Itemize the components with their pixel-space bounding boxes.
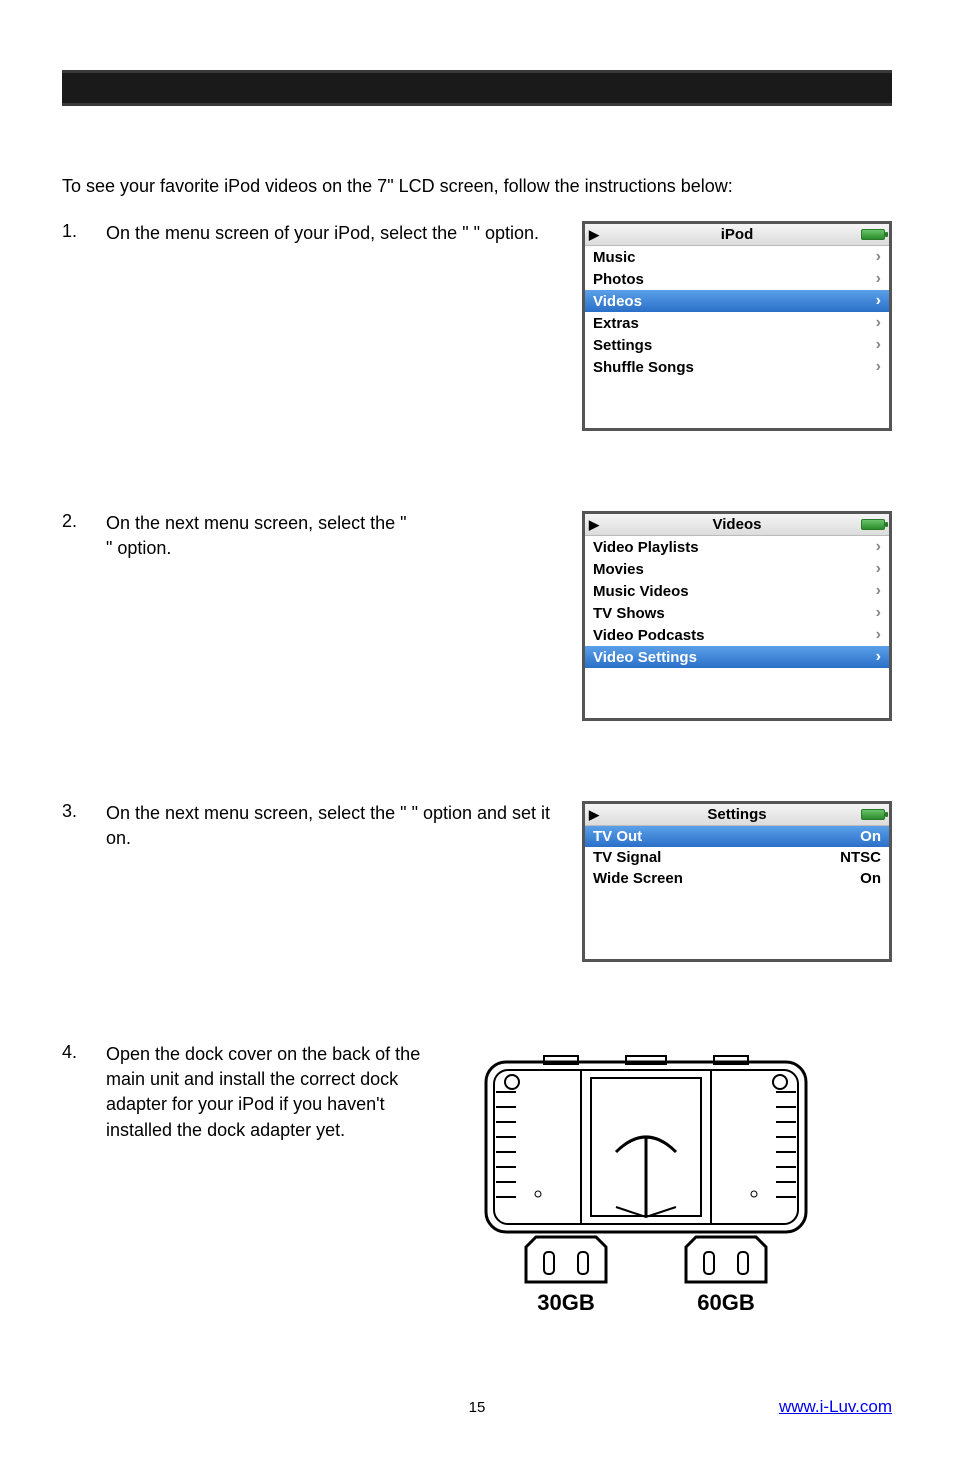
header-bar: [62, 70, 892, 106]
menu-item-label: TV Signal: [593, 849, 661, 866]
chevron-right-icon: ›: [876, 248, 881, 266]
menu-item-label: Video Podcasts: [593, 627, 704, 644]
ipod-menu-2: ▶ Videos Video Playlists›Movies›Music Vi…: [582, 511, 892, 721]
chevron-right-icon: ›: [876, 336, 881, 354]
chevron-right-icon: ›: [876, 292, 881, 310]
adapter-60gb: [686, 1237, 766, 1282]
menu-title: Videos: [613, 516, 861, 533]
step-text: Open the dock cover on the back of the m…: [106, 1042, 466, 1143]
step-text-a: On the next menu screen, select the ": [106, 803, 407, 823]
play-icon: ▶: [589, 517, 613, 533]
step-3: 3. On the next menu screen, select the "…: [62, 801, 892, 962]
chevron-right-icon: ›: [876, 358, 881, 376]
step-number: 4.: [62, 1042, 106, 1063]
adapter-label-30gb: 30GB: [537, 1290, 594, 1315]
step-text: On the next menu screen, select the " " …: [106, 511, 582, 561]
menu-item-label: Music Videos: [593, 583, 689, 600]
menu-item-label: Music: [593, 249, 636, 266]
menu-item[interactable]: Video Podcasts ›: [585, 624, 889, 646]
menu-item[interactable]: Videos ›: [585, 290, 889, 312]
ipod-menu-1: ▶ iPod Music›Photos›Videos›Extras›Settin…: [582, 221, 892, 431]
battery-icon: [861, 809, 885, 820]
chevron-right-icon: ›: [876, 626, 881, 644]
menu-item[interactable]: Movies ›: [585, 558, 889, 580]
menu-titlebar: ▶ Videos: [585, 514, 889, 536]
step-number: 2.: [62, 511, 106, 532]
step-number: 1.: [62, 221, 106, 242]
step-4: 4. Open the dock cover on the back of th…: [62, 1042, 892, 1327]
step-2: 2. On the next menu screen, select the "…: [62, 511, 892, 721]
step-1: 1. On the menu screen of your iPod, sele…: [62, 221, 892, 431]
chevron-right-icon: ›: [876, 604, 881, 622]
menu-item-label: Extras: [593, 315, 639, 332]
intro-text: To see your favorite iPod videos on the …: [62, 176, 892, 197]
battery-icon: [861, 229, 885, 240]
step-text: On the menu screen of your iPod, select …: [106, 221, 582, 246]
menu-item[interactable]: Shuffle Songs ›: [585, 356, 889, 378]
chevron-right-icon: ›: [876, 314, 881, 332]
adapter-label-60gb: 60GB: [697, 1290, 754, 1315]
menu-title: iPod: [613, 226, 861, 243]
menu-item[interactable]: Settings ›: [585, 334, 889, 356]
chevron-right-icon: ›: [876, 270, 881, 288]
menu-item[interactable]: Extras ›: [585, 312, 889, 334]
menu-item-label: TV Out: [593, 828, 642, 845]
play-icon: ▶: [589, 807, 613, 823]
menu-item[interactable]: TV Shows ›: [585, 602, 889, 624]
menu-item-value: On: [860, 828, 881, 845]
battery-icon: [861, 519, 885, 530]
chevron-right-icon: ›: [876, 538, 881, 556]
menu-item-label: Wide Screen: [593, 870, 683, 887]
chevron-right-icon: ›: [876, 582, 881, 600]
menu-item-label: TV Shows: [593, 605, 665, 622]
menu-item[interactable]: Video Playlists ›: [585, 536, 889, 558]
menu-item-value: NTSC: [840, 849, 881, 866]
menu-item-label: Settings: [593, 337, 652, 354]
menu-title: Settings: [613, 806, 861, 823]
step-text: On the next menu screen, select the " " …: [106, 801, 582, 851]
page: To see your favorite iPod videos on the …: [0, 0, 954, 1447]
menu-item[interactable]: Video Settings ›: [585, 646, 889, 668]
step-text-a: On the next menu screen, select the ": [106, 513, 407, 533]
step-text-b: " option.: [474, 223, 539, 243]
menu-item-label: Videos: [593, 293, 642, 310]
menu-item-label: Video Playlists: [593, 539, 699, 556]
menu-item[interactable]: Photos ›: [585, 268, 889, 290]
menu-titlebar: ▶ iPod: [585, 224, 889, 246]
menu-item-label: Photos: [593, 271, 644, 288]
step-number: 3.: [62, 801, 106, 822]
menu-item[interactable]: Wide Screen On: [585, 868, 889, 889]
chevron-right-icon: ›: [876, 560, 881, 578]
dock-illustration: 30GB 60GB: [466, 1042, 826, 1327]
menu-item[interactable]: Music Videos ›: [585, 580, 889, 602]
menu-item[interactable]: TV Out On: [585, 826, 889, 847]
adapter-30gb: [526, 1237, 606, 1282]
menu-item[interactable]: Music ›: [585, 246, 889, 268]
step-text-b: " option.: [106, 538, 171, 558]
step-text-a: On the menu screen of your iPod, select …: [106, 223, 469, 243]
footer-link[interactable]: www.i-Luv.com: [779, 1397, 892, 1417]
menu-item-label: Shuffle Songs: [593, 359, 694, 376]
menu-titlebar: ▶ Settings: [585, 804, 889, 826]
chevron-right-icon: ›: [876, 648, 881, 666]
ipod-menu-3: ▶ Settings TV Out On TV Signal NTSC Wide Scr…: [582, 801, 892, 962]
page-number: 15: [469, 1399, 486, 1416]
menu-item-label: Video Settings: [593, 649, 697, 666]
menu-item-label: Movies: [593, 561, 644, 578]
play-icon: ▶: [589, 227, 613, 243]
menu-item[interactable]: TV Signal NTSC: [585, 847, 889, 868]
menu-item-value: On: [860, 870, 881, 887]
